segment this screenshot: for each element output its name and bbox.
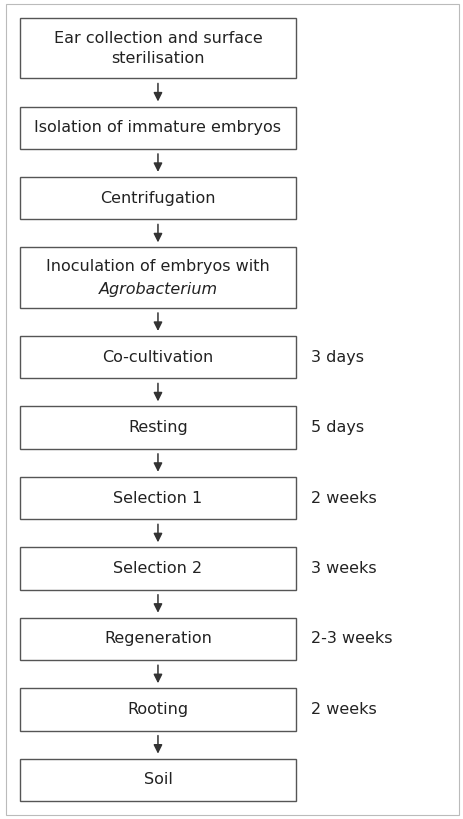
Text: Agrobacterium: Agrobacterium: [99, 283, 218, 297]
Bar: [20, 106, 296, 149]
Bar: [20, 177, 296, 219]
Bar: [20, 688, 296, 731]
Bar: [20, 336, 296, 378]
Text: Resting: Resting: [128, 420, 188, 435]
Bar: [20, 477, 296, 519]
Bar: [20, 247, 296, 308]
Text: 2-3 weeks: 2-3 weeks: [311, 631, 392, 646]
Text: Isolation of immature embryos: Isolation of immature embryos: [34, 120, 282, 135]
Text: 2 weeks: 2 weeks: [311, 491, 376, 505]
Text: Selection 2: Selection 2: [113, 561, 202, 576]
Bar: [20, 618, 296, 660]
Text: 3 days: 3 days: [311, 350, 364, 364]
Text: 3 weeks: 3 weeks: [311, 561, 376, 576]
Text: Rooting: Rooting: [127, 702, 188, 717]
Text: Soil: Soil: [144, 772, 172, 787]
Text: 5 days: 5 days: [311, 420, 364, 435]
Text: Regeneration: Regeneration: [104, 631, 212, 646]
Bar: [20, 406, 296, 449]
Text: Co-cultivation: Co-cultivation: [102, 350, 213, 364]
Text: Ear collection and surface
sterilisation: Ear collection and surface sterilisation: [54, 31, 263, 66]
Bar: [20, 758, 296, 801]
Text: Inoculation of embryos with: Inoculation of embryos with: [46, 260, 270, 274]
Text: 2 weeks: 2 weeks: [311, 702, 376, 717]
Bar: [20, 18, 296, 79]
Bar: [20, 547, 296, 590]
Text: Selection 1: Selection 1: [113, 491, 203, 505]
Text: Centrifugation: Centrifugation: [100, 191, 216, 206]
